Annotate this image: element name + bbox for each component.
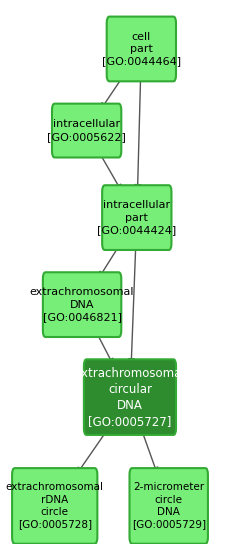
Text: extrachromosomal
rDNA
circle
[GO:0005728]: extrachromosomal rDNA circle [GO:0005728… bbox=[6, 483, 103, 529]
Text: extrachromosomal
DNA
[GO:0046821]: extrachromosomal DNA [GO:0046821] bbox=[30, 287, 134, 322]
Text: intracellular
part
[GO:0044424]: intracellular part [GO:0044424] bbox=[97, 200, 176, 235]
Text: intracellular
[GO:0005622]: intracellular [GO:0005622] bbox=[47, 119, 126, 142]
FancyBboxPatch shape bbox=[84, 359, 175, 435]
Text: extrachromosomal
circular
DNA
[GO:0005727]: extrachromosomal circular DNA [GO:000572… bbox=[74, 367, 185, 428]
FancyBboxPatch shape bbox=[43, 272, 121, 337]
FancyBboxPatch shape bbox=[102, 185, 171, 250]
FancyBboxPatch shape bbox=[129, 468, 207, 544]
FancyBboxPatch shape bbox=[106, 16, 175, 81]
FancyBboxPatch shape bbox=[52, 103, 121, 158]
Text: cell
part
[GO:0044464]: cell part [GO:0044464] bbox=[101, 32, 180, 66]
FancyBboxPatch shape bbox=[12, 468, 97, 544]
Text: 2-micrometer
circle
DNA
[GO:0005729]: 2-micrometer circle DNA [GO:0005729] bbox=[131, 483, 205, 529]
